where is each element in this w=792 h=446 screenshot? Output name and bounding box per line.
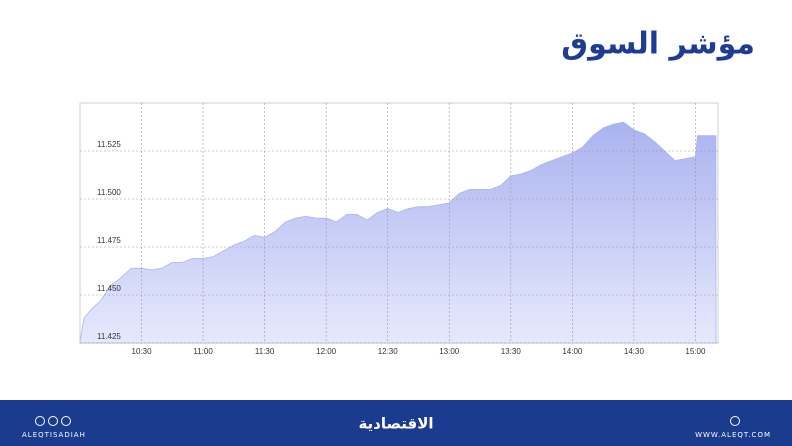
x-tick-label: 15:00	[685, 347, 706, 356]
footer-website: WWW.ALEQT.COM	[695, 431, 771, 439]
y-tick-label: 11.525	[97, 140, 121, 149]
y-tick-label: 11.475	[97, 236, 121, 245]
x-tick-label: 14:00	[562, 347, 583, 356]
social-icon[interactable]	[48, 416, 58, 426]
social-icon[interactable]	[61, 416, 71, 426]
footer-bar	[0, 400, 792, 446]
y-tick-label: 11.425	[97, 332, 121, 341]
area	[79, 121, 717, 344]
x-tick-label: 12:00	[316, 347, 337, 356]
x-tick-label: 13:30	[501, 347, 522, 356]
y-tick-label: 11.500	[97, 188, 121, 197]
x-tick-label: 14:30	[624, 347, 645, 356]
x-tick-label: 10:30	[132, 347, 153, 356]
x-tick-label: 11:00	[193, 347, 213, 356]
chart-title: مؤشر السوق	[561, 27, 755, 62]
y-tick-label: 11.450	[97, 284, 121, 293]
web-icon[interactable]	[730, 416, 740, 426]
social-icon[interactable]	[35, 416, 45, 426]
x-tick-label: 13:00	[439, 347, 460, 356]
footer-handle: ALEQTISADIAH	[22, 431, 86, 439]
plot: 11.425 11.450 11.475 11.500 11.525 10:30 11:00…	[79, 103, 718, 356]
x-tick-label: 12:30	[378, 347, 399, 356]
x-tick-label: 11:30	[255, 347, 275, 356]
footer-brand: الاقتصادية	[358, 415, 433, 433]
